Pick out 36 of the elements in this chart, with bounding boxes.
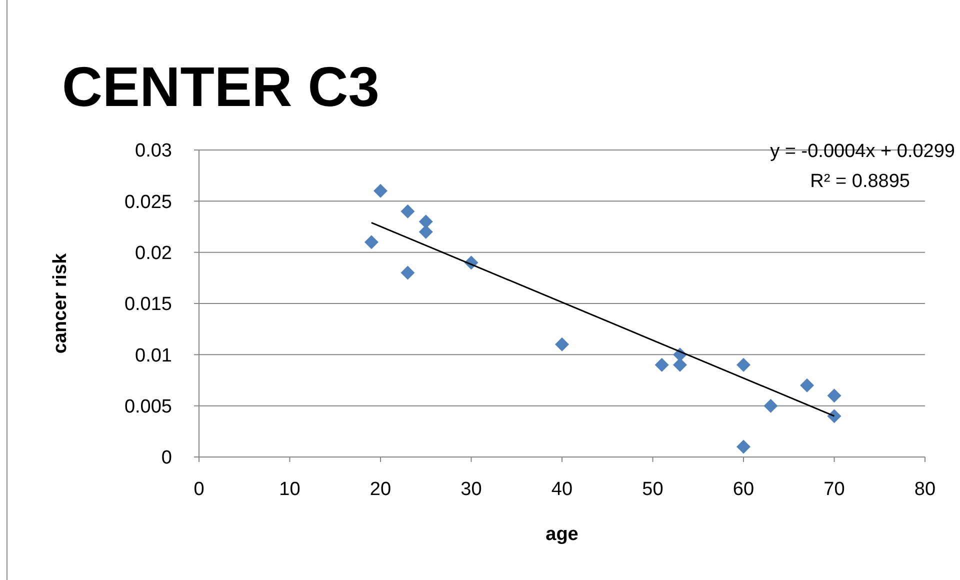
point bbox=[555, 337, 569, 352]
point bbox=[374, 184, 388, 198]
x-tick-label: 80 bbox=[914, 479, 936, 500]
x-tick-label: 30 bbox=[460, 479, 482, 500]
x-tick-label: 20 bbox=[370, 479, 392, 500]
y-tick-label: 0.02 bbox=[135, 242, 172, 264]
point bbox=[736, 358, 750, 372]
point bbox=[364, 235, 378, 250]
point bbox=[654, 358, 669, 372]
annotation: y = -0.0004x + 0.0299 bbox=[770, 141, 955, 162]
point bbox=[400, 204, 415, 218]
point bbox=[800, 378, 814, 392]
x-axis-title: age bbox=[546, 524, 578, 545]
x-tick-label: 10 bbox=[279, 479, 300, 500]
x-tick-label: 40 bbox=[551, 479, 573, 500]
point bbox=[418, 214, 433, 229]
point bbox=[827, 409, 842, 424]
y-tick-label: 0.01 bbox=[135, 345, 172, 366]
point bbox=[418, 224, 433, 239]
y-tick-label: 0.005 bbox=[124, 396, 172, 418]
annotation: R² = 0.8895 bbox=[810, 171, 910, 192]
point bbox=[672, 358, 687, 372]
point bbox=[764, 398, 778, 413]
chart-title: CENTER C3 bbox=[62, 55, 380, 118]
x-tick-label: 60 bbox=[732, 479, 754, 500]
y-axis-title: cancer risk bbox=[50, 252, 71, 354]
y-tick-label: 0.025 bbox=[124, 192, 172, 213]
x-tick-label: 70 bbox=[824, 479, 845, 500]
point bbox=[827, 388, 842, 403]
y-tick-label: 0 bbox=[161, 448, 172, 469]
y-tick-label: 0.015 bbox=[124, 294, 172, 316]
x-tick-label: 50 bbox=[642, 479, 664, 500]
y-tick-label: 0.03 bbox=[135, 140, 172, 162]
point bbox=[736, 440, 750, 454]
point bbox=[400, 266, 415, 280]
x-tick-label: 0 bbox=[194, 479, 204, 500]
